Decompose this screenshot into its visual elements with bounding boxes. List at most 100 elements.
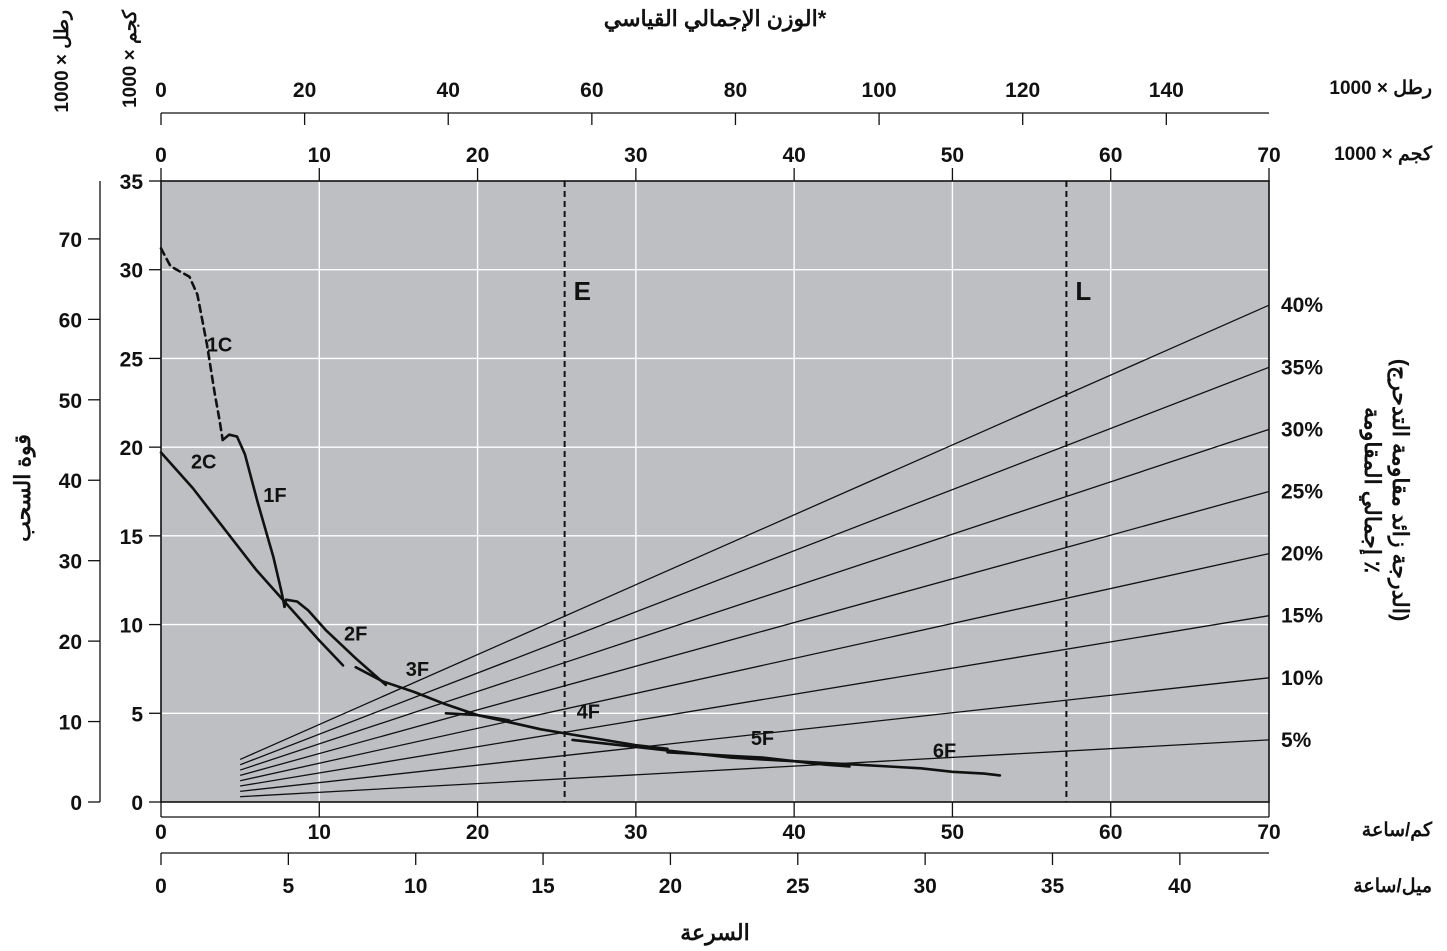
resistance-label-1: 10% [1281,667,1323,690]
resistance-line-7 [239,304,1270,761]
resistance-label-3: 20% [1281,543,1323,566]
chart-title: الوزن الإجمالي القياسي* [604,6,827,33]
tick-label-pull-lb: 20 [59,631,82,654]
resistance-line-0 [240,739,1270,798]
tick-label-speed-mph: 40 [1168,875,1191,898]
tick-label-speed-kmh: 20 [466,821,489,844]
tick-label-pull-lb: 50 [59,390,82,413]
unit-pull-lb: رطل × 1000 [52,10,73,113]
tick-label-weight-lb: 80 [724,79,747,102]
tick-label-weight-lb: 0 [155,79,167,102]
tick-label-pull-lb: 0 [70,792,82,815]
tick-label-speed-mph: 20 [659,875,682,898]
tick-label-speed-kmh: 50 [941,821,964,844]
tick-label-speed-mph: 35 [1041,875,1065,898]
tick-label-weight-kg: 0 [155,144,167,167]
tick-label-pull-kg: 25 [120,348,144,371]
gear-label-2C: 2C [191,451,217,473]
gear-curves [159,247,1002,777]
tick-label-weight-lb: 120 [1005,79,1040,102]
gear-curve-labels: 1C 1F 2C 2F 3F 4F 5F 6F [191,334,956,762]
marker-label-L: L [1075,276,1091,306]
tick-label-speed-mph: 15 [531,875,555,898]
tick-label-speed-kmh: 0 [155,821,167,844]
tick-label-speed-kmh: 60 [1099,821,1122,844]
tick-label-speed-kmh: 40 [782,821,805,844]
gear-label-5F: 5F [751,728,774,750]
tick-label-speed-mph: 0 [155,875,167,898]
x-axis-title: السرعة [680,920,750,946]
resistance-line-3 [240,552,1270,782]
tick-label-weight-lb: 40 [437,79,460,102]
tick-label-weight-lb: 140 [1149,79,1184,102]
resistance-label-2: 15% [1281,605,1323,628]
gear-curve-6F [666,751,1002,777]
tick-label-weight-lb: 20 [293,79,316,102]
gear-label-2F: 2F [344,624,367,646]
tick-label-pull-kg: 15 [120,526,144,549]
gear-label-1C: 1C [207,334,233,356]
tick-label-speed-kmh: 30 [624,821,647,844]
tick-label-weight-kg: 50 [941,144,964,167]
tick-label-pull-kg: 30 [120,260,143,283]
tick-label-weight-kg: 10 [308,144,331,167]
tick-label-weight-kg: 60 [1099,144,1122,167]
resistance-line-2 [240,615,1270,787]
gear-label-1F: 1F [263,485,286,507]
tick-label-weight-kg: 40 [782,144,805,167]
tick-label-pull-kg: 10 [120,615,143,638]
tick-label-pull-kg: 20 [120,437,143,460]
unit-speed-mph: ميل/ساعة [1353,876,1432,897]
unit-weight-kg: كجم × 1000 [1334,144,1433,165]
resistance-line-1 [240,677,1270,793]
marker-label-E: E [574,276,591,306]
y-axis-title-right-sub: (الدرجة زائد مقاومة التدحرج) [1387,359,1413,622]
resistance-label-7: 40% [1281,294,1323,317]
plot-frame [160,180,1270,803]
tick-label-weight-lb: 100 [862,79,897,102]
gear-label-6F: 6F [933,741,956,763]
tick-label-pull-lb: 10 [59,712,82,735]
gear-curve-2C [159,451,345,667]
tick-label-pull-kg: 5 [131,703,143,726]
tick-label-weight-kg: 30 [624,144,647,167]
gear-curve-2F [283,598,388,687]
unit-weight-lb: رطل × 1000 [1329,78,1432,99]
tick-label-pull-lb: 70 [59,229,82,252]
y-axis-title-right: إجمالي المقاومة ٪ [1358,407,1385,573]
gear-curve-4F [444,712,669,751]
gear-curve-1C [159,247,224,442]
tick-label-pull-lb: 40 [59,470,82,493]
tick-label-pull-lb: 60 [59,309,82,332]
resistance-label-5: 30% [1281,418,1323,441]
gear-label-4F: 4F [577,702,600,724]
tick-label-weight-lb: 60 [580,79,603,102]
y-axis-title-left: قوة السحب [10,434,36,542]
tick-label-pull-kg: 35 [120,171,144,194]
tick-label-pull-lb: 30 [59,551,82,574]
tick-label-speed-mph: 10 [404,875,427,898]
resistance-label-6: 35% [1281,356,1323,379]
tick-label-speed-mph: 5 [283,875,295,898]
tick-label-speed-kmh: 70 [1257,821,1280,844]
resistance-line-6 [239,366,1270,766]
tick-label-pull-kg: 0 [131,792,143,815]
plot-area [161,181,1269,802]
resistance-line-5 [239,428,1270,771]
tick-label-weight-kg: 70 [1257,144,1280,167]
tick-label-weight-kg: 20 [466,144,489,167]
unit-pull-kg: كجم × 1000 [120,9,141,108]
gear-curve-1F [221,433,286,609]
tick-label-speed-kmh: 10 [308,821,331,844]
resistance-line-4 [239,490,1270,777]
tick-label-speed-mph: 30 [913,875,936,898]
resistance-label-4: 25% [1281,481,1323,504]
tick-label-speed-mph: 25 [786,875,810,898]
gear-label-3F: 3F [406,659,429,681]
axes: 0 10 20 30 40 50 60 70 0 5 10 15 20 25 30 35 40 0 5 10 15 20 2… [59,79,1281,898]
unit-speed-kmh: كم/ساعة [1362,820,1433,841]
resistance-lines: 5% 10% 15% 20% 25% 30% 35% 40% [239,294,1323,798]
resistance-label-0: 5% [1281,729,1312,752]
